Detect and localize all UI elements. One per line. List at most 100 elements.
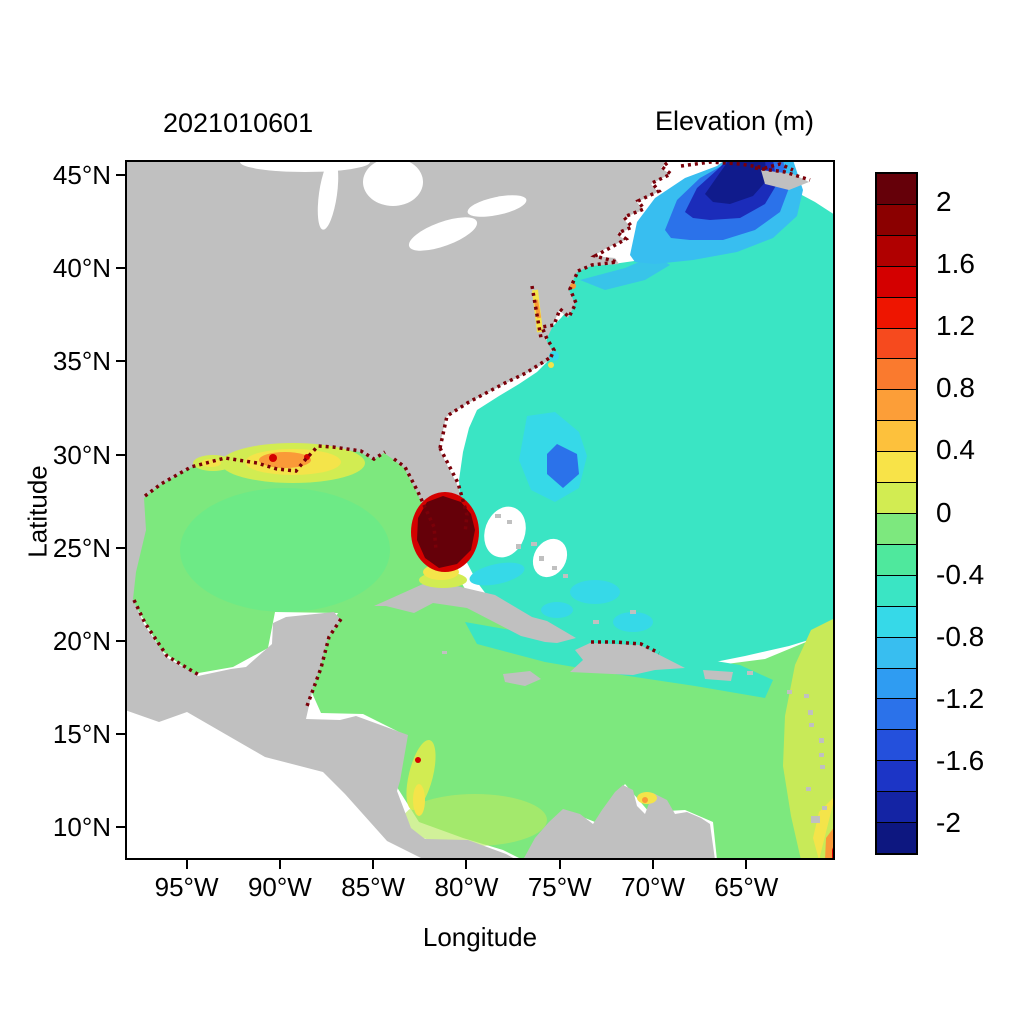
y-tick-mark <box>116 360 125 363</box>
colorbar-segment <box>877 760 916 792</box>
colorbar-tick-label: 0.4 <box>936 434 975 466</box>
x-tick-label: 90°W <box>247 872 312 902</box>
land-mask <box>125 160 827 860</box>
pamlico-yellow-spot <box>548 362 554 368</box>
ngulf-red-spot-1 <box>269 454 277 462</box>
straits-cyan-3 <box>613 612 653 632</box>
x-tick-mark <box>745 860 748 869</box>
colorbar-tick-label: -1.2 <box>936 682 985 714</box>
colorbar-tick-label: 1.2 <box>936 310 975 342</box>
coastal-speckles <box>132 160 811 707</box>
y-tick-label: 35°N <box>52 346 111 377</box>
colorbar-segment <box>877 605 916 637</box>
lake-ontario <box>467 195 527 217</box>
speckle-yucatan-east <box>305 618 343 707</box>
y-tick-label: 30°N <box>52 439 111 470</box>
colorbar-segment <box>877 265 916 297</box>
colorbar-segment <box>877 512 916 544</box>
jamaica-land <box>503 671 541 686</box>
x-tick-mark <box>652 860 655 869</box>
colorbar-segment <box>877 667 916 699</box>
y-tick-mark <box>116 173 125 176</box>
y-axis-title: Latitude <box>22 465 53 558</box>
colorbar-segment <box>877 389 916 421</box>
y-tick-mark <box>116 639 125 642</box>
x-tick-label: 70°W <box>621 872 685 902</box>
nova-scotia-land <box>761 170 809 190</box>
colorbar-tick-label: 2 <box>936 186 952 218</box>
speckle-hispaniola-north <box>591 640 660 655</box>
puerto-rico-land <box>703 670 733 681</box>
y-tick-mark <box>116 267 125 270</box>
y-tick-mark <box>116 453 125 456</box>
lake-erie <box>408 217 478 251</box>
speckle-florida-west <box>392 457 438 551</box>
colorbar-segment <box>877 791 916 823</box>
colorbar-tick-label: 0.8 <box>936 372 975 404</box>
gulf-center-shade <box>180 488 390 612</box>
speckle-nova-scotia <box>680 160 794 172</box>
y-tick-label: 45°N <box>52 159 111 190</box>
colorbar-segment <box>877 174 916 204</box>
lesser-antilles-islands <box>747 671 827 823</box>
great-lakes <box>240 160 527 251</box>
colorbar-tick-label: -1.6 <box>936 744 985 776</box>
sw-caribbean-shade <box>403 794 547 846</box>
x-tick-mark <box>372 860 375 869</box>
x-tick-label: 65°W <box>714 872 779 902</box>
elevation-title: Elevation (m) <box>655 106 815 136</box>
speckle-chesapeake <box>530 285 543 339</box>
x-tick-mark <box>465 860 468 869</box>
colorbar-segment <box>877 729 916 761</box>
colorbar-tick-label: -2 <box>936 806 961 838</box>
lake-michigan <box>317 160 339 230</box>
y-tick-mark <box>116 546 125 549</box>
hispaniola-land <box>570 643 685 675</box>
east-edge-band-greenyellow <box>783 618 835 860</box>
ocean-fields <box>129 160 835 860</box>
colorbar-segment <box>877 698 916 730</box>
y-tick-label: 20°N <box>52 625 111 656</box>
bahama-islands <box>495 514 636 624</box>
y-tick-mark <box>116 826 125 829</box>
straits-cyan-4 <box>541 602 573 618</box>
x-tick-label: 95°W <box>154 872 219 902</box>
colorbar-segment <box>877 451 916 483</box>
florida-darkred-high <box>417 496 475 568</box>
bahama-bank-1 <box>484 506 526 558</box>
pamlico-cyan-spot <box>549 351 559 361</box>
x-tick-label: 80°W <box>434 872 499 902</box>
colorbar-segment <box>877 543 916 575</box>
colorbar-segment <box>877 203 916 235</box>
bahama-bank-2 <box>532 538 568 578</box>
speckle-gulf-coast <box>143 444 386 498</box>
colorbar-segment <box>877 574 916 606</box>
x-tick-mark <box>185 860 188 869</box>
x-axis-title: Longitude <box>422 922 538 952</box>
nicaragua-red-spot <box>415 757 421 763</box>
texas-yellow <box>201 459 221 467</box>
colorbar <box>875 172 918 855</box>
east-corner-yellow <box>813 796 835 860</box>
y-tick-mark <box>116 733 125 736</box>
colorbar-tick-label: -0.8 <box>936 620 985 652</box>
straits-cyan-2 <box>570 580 620 604</box>
sab-blue-core <box>547 444 579 488</box>
timestamp-title: 2021010601 <box>163 108 314 138</box>
colorbar-tick-label: 0 <box>936 496 952 528</box>
colorbar-segment <box>877 822 916 853</box>
speckle-southeast-coast <box>438 355 552 449</box>
colorbar-segment <box>877 636 916 668</box>
y-tick-label: 40°N <box>52 253 111 284</box>
cayman-island <box>442 651 447 654</box>
colorbar-segment <box>877 296 916 328</box>
colorbar-tick-label: 1.6 <box>936 248 975 280</box>
straits-cyan-1 <box>469 562 525 586</box>
plot-border <box>125 160 835 860</box>
x-tick-mark <box>278 860 281 869</box>
colorbar-segment <box>877 327 916 359</box>
nicaragua-yellow <box>413 784 425 816</box>
x-tick-mark <box>558 860 561 869</box>
plot-area: 45°N 40°N 35°N 30°N 25°N 20°N 15°N 10°N 95°W 90°… <box>53 160 835 900</box>
